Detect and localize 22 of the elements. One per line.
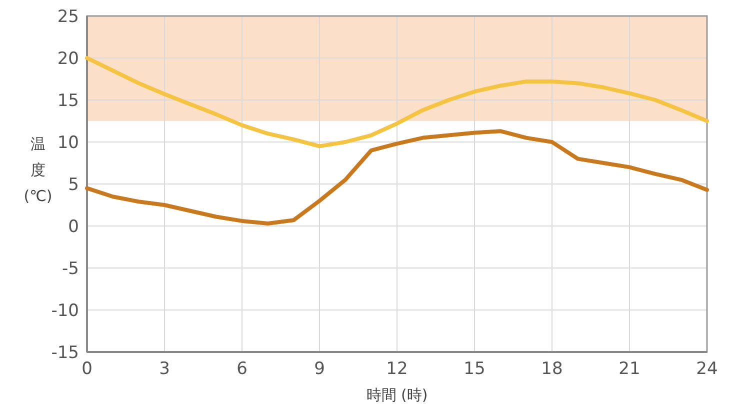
- y-tick-label: 0: [68, 217, 79, 237]
- x-tick-label: 9: [314, 359, 325, 379]
- x-tick-label: 12: [386, 359, 408, 379]
- x-tick-label: 24: [696, 359, 718, 379]
- y-tick-label: 25: [57, 7, 79, 27]
- x-tick-label: 0: [82, 359, 92, 379]
- y-tick-label: 15: [57, 91, 79, 111]
- x-tick-label: 21: [618, 359, 640, 379]
- x-tick-label: 15: [464, 359, 486, 379]
- x-tick-label: 18: [541, 359, 563, 379]
- y-tick-label: 5: [68, 175, 79, 195]
- x-axis-title: 時間 (時): [366, 386, 428, 404]
- y-tick-label: 20: [57, 49, 79, 69]
- line-series: [85, 56, 709, 148]
- y-tick-label: -5: [62, 259, 79, 279]
- y-tick-label: -10: [51, 301, 79, 321]
- x-tick-label: 6: [236, 359, 248, 379]
- line-series: [85, 129, 709, 226]
- y-axis-title: 温度 (℃): [24, 135, 52, 205]
- y-tick-label: 10: [57, 133, 79, 153]
- y-tick-label: -15: [51, 343, 79, 363]
- x-tick-label: 3: [159, 359, 170, 379]
